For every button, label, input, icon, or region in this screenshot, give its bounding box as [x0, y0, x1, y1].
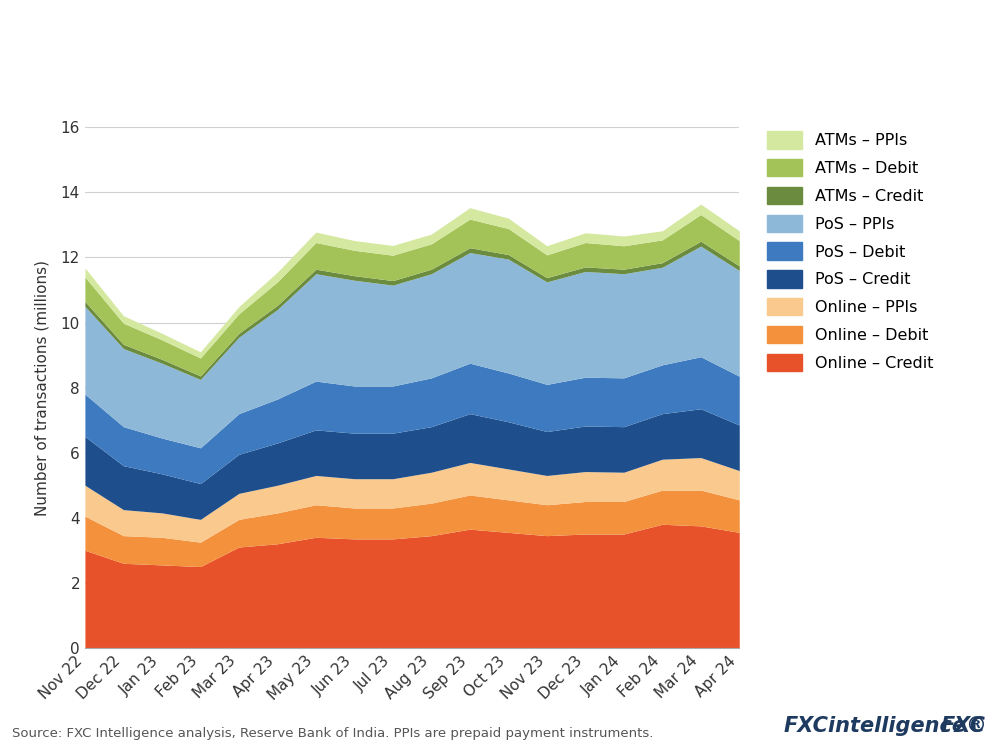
Text: FXC: FXC: [941, 715, 986, 736]
Text: Source: FXC Intelligence analysis, Reserve Bank of India. PPIs are prepaid payme: Source: FXC Intelligence analysis, Reser…: [12, 727, 653, 740]
Y-axis label: Number of transactions (millions): Number of transactions (millions): [35, 260, 50, 515]
Text: FXCintelligence®: FXCintelligence®: [783, 715, 987, 736]
Text: Cross-border usage of India-issued cards & payment instruments: Cross-border usage of India-issued cards…: [13, 22, 999, 50]
Legend: ATMs – PPIs, ATMs – Debit, ATMs – Credit, PoS – PPIs, PoS – Debit, PoS – Credit,: ATMs – PPIs, ATMs – Debit, ATMs – Credit…: [760, 125, 939, 377]
Text: Cross-border transactions across online, PoS and ATMs, Nov 2022-Apr 2024: Cross-border transactions across online,…: [13, 88, 749, 107]
